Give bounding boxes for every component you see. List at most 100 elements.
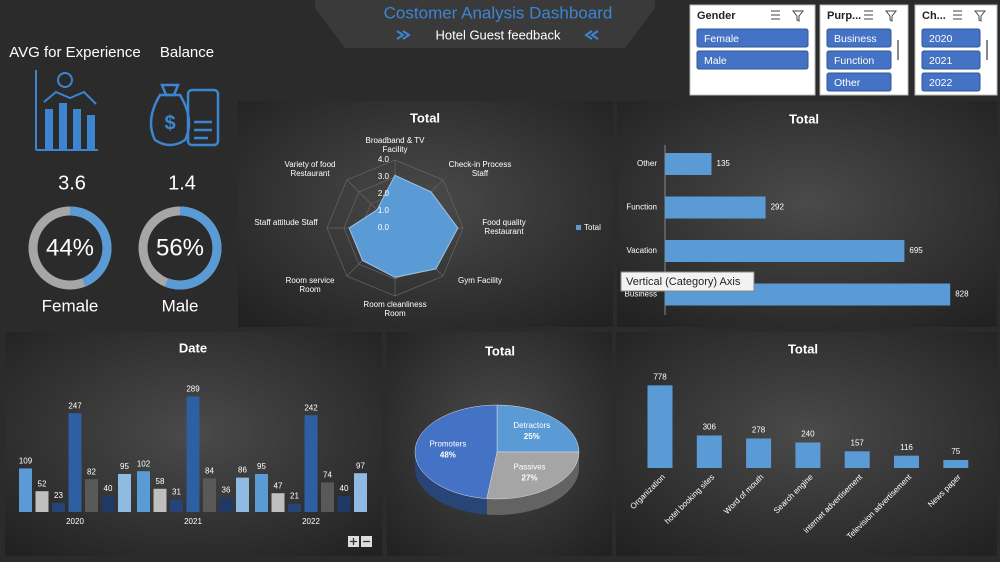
multiselect-icon <box>864 10 873 20</box>
data-label: 82 <box>87 467 96 476</box>
category-label-box: Room service Room <box>286 276 335 294</box>
y-tick-label: Other <box>637 159 657 168</box>
filter-icon <box>973 10 987 22</box>
category-label: Staff attitude Staff <box>254 218 318 227</box>
slicer-item[interactable] <box>696 50 809 70</box>
y-tick-label: 1.0 <box>378 206 390 215</box>
data-label: 306 <box>703 423 717 432</box>
kpi-label: Balance <box>160 44 214 61</box>
slicer-item-label: Male <box>704 55 727 67</box>
bar <box>68 413 82 512</box>
data-label: 116 <box>900 443 913 452</box>
chart-title: Total <box>788 341 818 356</box>
category-label-box: Gym Facility <box>457 275 502 285</box>
y-tick-label: 2.0 <box>378 189 390 198</box>
y-tick-label: Business <box>625 290 657 299</box>
slicer-item[interactable] <box>921 72 981 92</box>
category-label: Broadband & TV Facility <box>365 136 425 154</box>
bar <box>255 474 268 512</box>
data-label: 289 <box>186 385 200 394</box>
category-label: Promoters <box>429 439 466 448</box>
bar <box>665 153 712 175</box>
data-label: 695 <box>909 246 923 255</box>
bar <box>337 496 351 512</box>
data-label: 75 <box>951 447 960 456</box>
data-label: 52 <box>38 479 47 488</box>
data-label: 47 <box>274 481 283 490</box>
data-label: 74 <box>323 471 332 480</box>
radar-area <box>348 174 459 278</box>
dashboard-title: Costomer Analysis Dashboard <box>384 3 613 22</box>
bar <box>219 497 233 512</box>
experience-icon <box>35 70 98 151</box>
category-label-box: Check-in Process Staff <box>449 160 512 178</box>
chart-title: Total <box>485 343 515 358</box>
bar <box>52 502 65 512</box>
category-label: Variety of food Restaurant <box>284 160 336 179</box>
data-label: 278 <box>752 426 766 435</box>
data-label: 157 <box>851 438 865 447</box>
y-tick-label: Function <box>626 203 657 212</box>
tooltip-box <box>620 271 755 292</box>
bar <box>795 442 821 468</box>
category-label-box: Room cleanliness Room <box>363 300 427 318</box>
slicer-item[interactable] <box>921 28 981 48</box>
bar <box>746 438 772 468</box>
data-label: 27% <box>522 473 538 482</box>
slicer-item-label: 2021 <box>929 55 953 67</box>
bar <box>137 471 150 512</box>
kpi-value: 1.4 <box>168 172 196 194</box>
donut-value: 56% <box>156 234 204 261</box>
category-label: Room cleanliness Room <box>363 300 427 318</box>
y-tick-label: 3.0 <box>378 172 390 181</box>
bar <box>170 499 183 512</box>
bar <box>943 460 969 468</box>
data-label: 40 <box>104 484 113 493</box>
bar <box>647 385 673 468</box>
slicer-item[interactable] <box>826 28 892 48</box>
x-tick-label: 2020 <box>66 517 84 526</box>
arrow-icon <box>396 30 411 40</box>
category-label-box: Staff attitude Staff <box>254 218 318 227</box>
slicer-item[interactable] <box>921 50 981 70</box>
pie-slice <box>486 451 580 500</box>
pie-side <box>486 452 579 515</box>
category-label-box: Variety of food Restaurant <box>284 160 336 179</box>
slicer-item-label: Other <box>834 77 861 89</box>
donut-arc <box>164 206 222 290</box>
slicer-item-label: Female <box>704 33 739 45</box>
y-tick-label: 0.0 <box>378 223 390 232</box>
bar <box>354 473 367 512</box>
bar <box>19 468 32 512</box>
category-label-box: Food quality Restaurant <box>482 218 526 236</box>
data-label: 95 <box>120 462 129 471</box>
slicer-item[interactable] <box>696 28 809 48</box>
bar <box>844 451 870 468</box>
slicer-item-label: Function <box>834 55 874 67</box>
y-tick-label: Vacation <box>626 246 657 255</box>
data-label: 247 <box>68 401 82 410</box>
bar <box>118 474 131 512</box>
data-label: 25% <box>524 432 540 441</box>
category-label: Detractors <box>513 421 550 430</box>
slicer-item[interactable] <box>826 50 892 70</box>
y-tick-label: 4.0 <box>378 155 390 164</box>
category-label-box: Broadband & TV Facility <box>365 136 425 154</box>
slicer-title: Ch... <box>922 10 946 22</box>
data-label: 23 <box>54 491 63 500</box>
category-label: Gym Facility <box>457 275 502 285</box>
bar <box>321 482 334 512</box>
legend-swatch <box>576 225 581 230</box>
balance-icon: $ <box>149 83 220 147</box>
data-label: 58 <box>156 477 165 486</box>
legend-label: Total <box>584 223 601 232</box>
data-label: 48% <box>440 450 456 459</box>
multiselect-icon <box>771 10 780 20</box>
chart-title: Total <box>410 110 440 125</box>
slicer-item[interactable] <box>826 72 892 92</box>
bar <box>153 488 167 512</box>
bar <box>186 396 200 512</box>
bar <box>696 435 722 468</box>
slicer-title: Gender <box>697 10 736 22</box>
data-label: 31 <box>172 488 181 497</box>
